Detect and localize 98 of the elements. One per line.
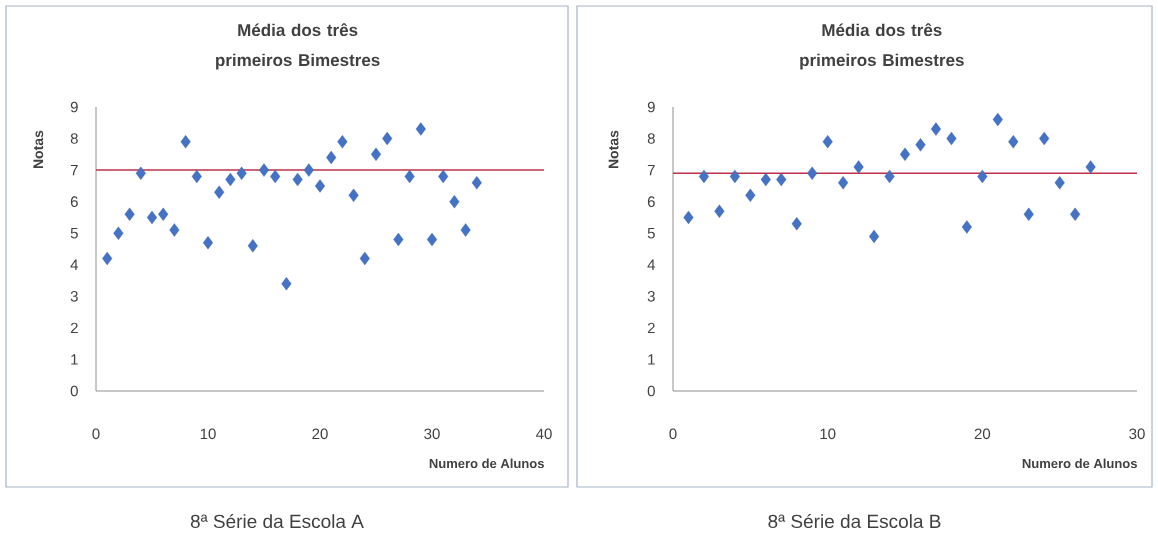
point xyxy=(791,217,802,231)
point xyxy=(382,131,393,146)
point xyxy=(1039,131,1050,146)
point xyxy=(146,210,158,225)
y-tick-label: 9 xyxy=(70,101,78,113)
point xyxy=(258,163,270,177)
point xyxy=(270,169,281,184)
point xyxy=(158,207,169,221)
point xyxy=(776,172,787,187)
point xyxy=(247,239,258,253)
y-tick-label: 2 xyxy=(70,322,78,334)
point xyxy=(113,226,124,240)
point xyxy=(961,220,972,234)
text: 8ª Série da Escola A xyxy=(190,513,364,529)
point xyxy=(359,251,370,266)
point xyxy=(337,135,348,149)
y-tick-label: 6 xyxy=(70,196,78,207)
x-tick-label: 0 xyxy=(92,428,100,440)
x-tick-label: 30 xyxy=(424,428,440,440)
point xyxy=(460,223,471,237)
point xyxy=(729,169,740,184)
y-tick-label: 9 xyxy=(647,101,655,113)
point xyxy=(1070,207,1081,221)
point xyxy=(714,204,725,218)
y-tick-label: 3 xyxy=(70,291,78,302)
point xyxy=(314,179,326,193)
point xyxy=(169,223,180,237)
y-axis-title: Notas xyxy=(33,130,44,169)
y-tick-label: 7 xyxy=(647,164,655,176)
point xyxy=(683,210,694,225)
text: 8ª Série da Escola B xyxy=(768,513,941,529)
x-tick-label: 20 xyxy=(974,428,991,440)
point xyxy=(1023,207,1034,221)
point xyxy=(292,172,303,187)
point xyxy=(370,147,382,161)
y-tick-label: 3 xyxy=(647,291,655,302)
point xyxy=(236,166,247,180)
chart-title: Média dos três primeiros Bimestres xyxy=(800,23,964,70)
x-tick-label: 20 xyxy=(312,428,328,440)
point xyxy=(471,176,482,190)
x-tick-label: 10 xyxy=(820,428,836,440)
x-tick-label: 40 xyxy=(536,428,552,440)
point xyxy=(869,229,880,244)
point xyxy=(884,169,895,184)
x-tick-label: 10 xyxy=(200,428,216,440)
y-tick-label: 0 xyxy=(647,385,655,397)
point xyxy=(1008,135,1019,149)
point xyxy=(225,172,236,187)
y-axis-title: Notas xyxy=(608,130,619,169)
point xyxy=(180,135,191,149)
point xyxy=(415,122,426,136)
point xyxy=(853,160,864,174)
y-tick-label: 6 xyxy=(647,196,655,207)
point xyxy=(760,172,771,187)
y-tick-label: 0 xyxy=(70,385,78,397)
point xyxy=(102,251,113,266)
point xyxy=(124,207,135,221)
point xyxy=(915,138,926,152)
point xyxy=(303,163,314,177)
y-tick-label: 5 xyxy=(647,227,655,239)
chart-title: Média dos três primeiros Bimestres xyxy=(216,23,380,70)
x-tick-label: 0 xyxy=(669,428,677,440)
point xyxy=(838,176,849,190)
point xyxy=(191,169,202,184)
point xyxy=(202,236,214,250)
point xyxy=(1054,176,1065,190)
point xyxy=(807,166,818,180)
point xyxy=(281,277,292,291)
point xyxy=(899,147,911,161)
x-axis-title: Numero de Alunos xyxy=(429,458,544,469)
point xyxy=(326,150,337,165)
point xyxy=(393,232,404,247)
y-tick-label: 1 xyxy=(648,354,655,365)
x-axis-title: Numero de Alunos xyxy=(1022,458,1137,469)
point xyxy=(930,122,941,136)
point xyxy=(438,169,449,184)
point xyxy=(404,169,415,184)
point xyxy=(135,166,146,180)
point xyxy=(426,232,438,247)
y-tick-label: 2 xyxy=(647,322,655,334)
y-tick-label: 4 xyxy=(647,259,656,270)
y-tick-label: 4 xyxy=(70,259,79,270)
point xyxy=(745,188,756,203)
y-tick-label: 8 xyxy=(647,133,655,144)
point xyxy=(698,169,709,184)
y-tick-label: 1 xyxy=(71,354,78,365)
x-tick-label: 30 xyxy=(1129,428,1145,440)
y-tick-label: 7 xyxy=(70,164,78,176)
point xyxy=(449,195,460,209)
y-tick-label: 8 xyxy=(70,133,78,144)
point xyxy=(348,188,359,203)
point xyxy=(977,169,988,184)
point xyxy=(214,185,225,199)
y-tick-label: 5 xyxy=(70,227,78,239)
point xyxy=(822,135,833,149)
point xyxy=(992,112,1003,127)
point xyxy=(1085,160,1096,174)
point xyxy=(946,131,957,146)
